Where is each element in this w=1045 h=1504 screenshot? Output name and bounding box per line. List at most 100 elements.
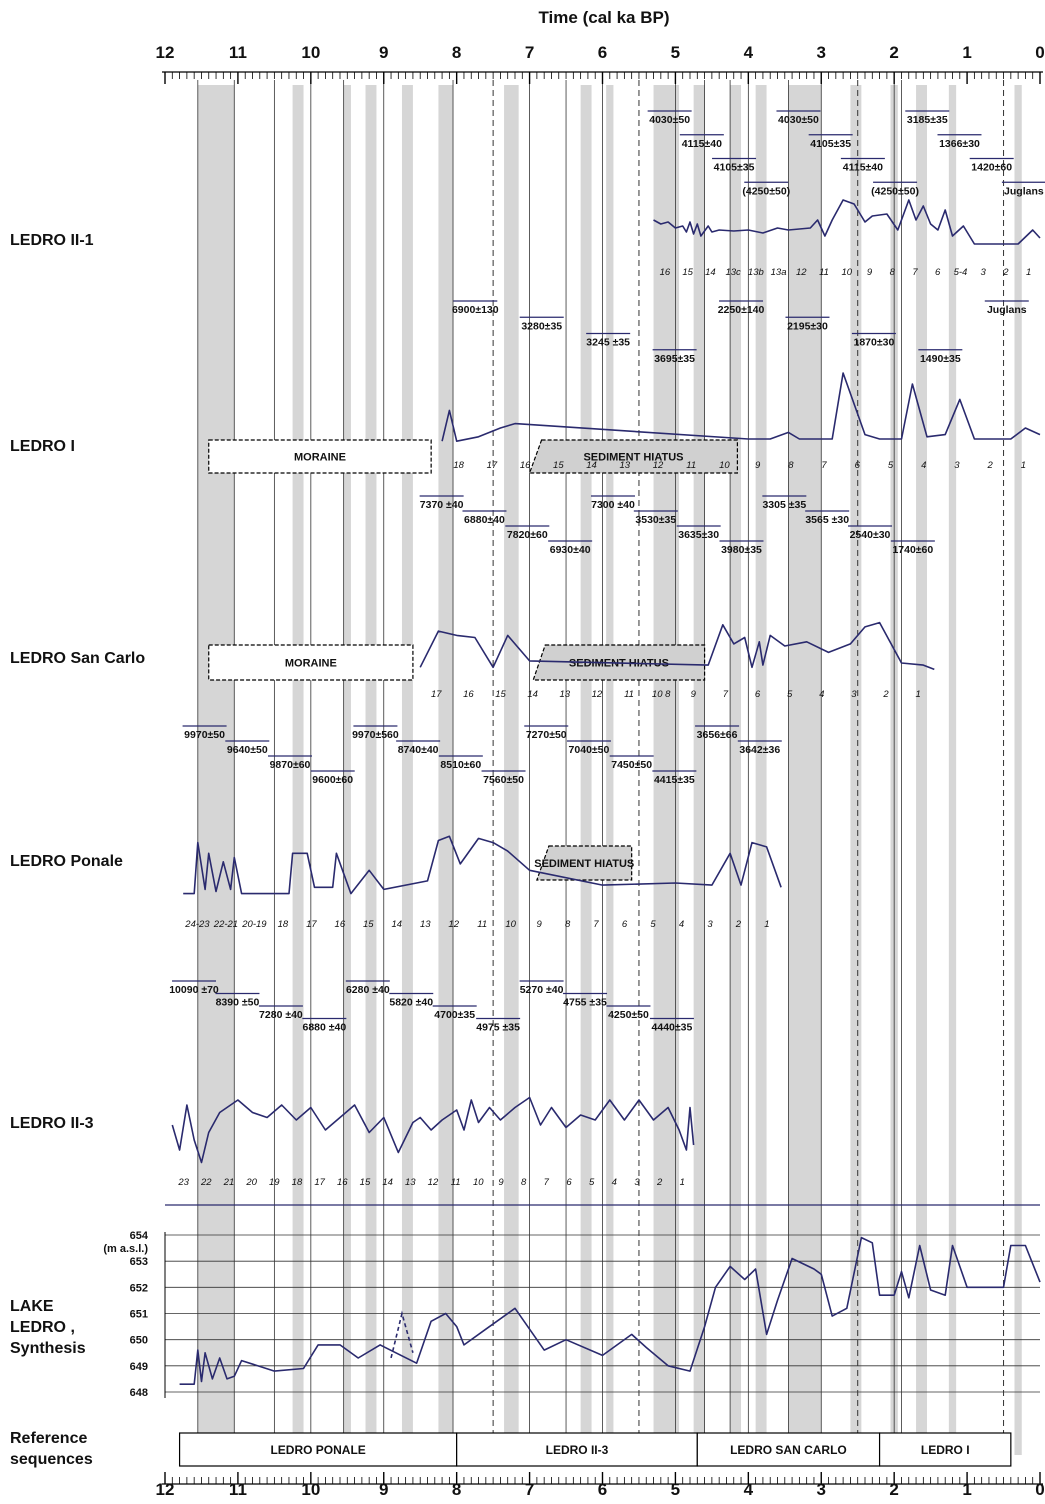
reference-box-2 <box>696 1432 881 1467</box>
zone-2-1: 16 <box>463 689 474 700</box>
date-label-0-1: 4115±40 <box>682 138 722 150</box>
zone-1-0: 18 <box>453 460 464 471</box>
reference-text-3: LEDRO I <box>921 1443 970 1457</box>
time-axes: 12 11 10 9 8 7 6 5 4 3 2 1 012 11 10 9 8 7 6 5 4 3 2 1 0 <box>156 43 1045 1499</box>
reference-text-2: LEDRO SAN CARLO <box>730 1443 847 1457</box>
top-tick-label-10: 10 <box>301 43 320 62</box>
hiatus-box-4 <box>536 845 633 881</box>
radiocarbon-dates: 4030±504115±404105±35(4250±50)4030±50410… <box>169 110 1045 1034</box>
top-tick-label-1: 1 <box>962 43 971 62</box>
zone-1-12: 6 <box>855 460 861 471</box>
date-label-0-9: 1366±30 <box>939 138 980 150</box>
date-label-2-3: 6930±40 <box>550 544 591 556</box>
bottom-tick-label-3: 3 <box>817 1480 826 1499</box>
date-label-1-4: 2250±140 <box>718 304 765 316</box>
date-label-2-5: 3530±35 <box>635 514 676 526</box>
bottom-tick-label-12: 12 <box>156 1480 175 1499</box>
date-label-4-8: 5270 ±40 <box>520 984 564 996</box>
zone-3-11: 10 <box>505 919 516 930</box>
date-label-4-10: 4250±50 <box>608 1009 649 1021</box>
hiatus-label-2: MORAINE <box>285 658 337 670</box>
zone-3-3: 18 <box>278 919 289 930</box>
zone-4-14: 9 <box>498 1177 504 1188</box>
zone-3-18: 3 <box>707 919 713 930</box>
date-label-1-1: 3280±35 <box>521 320 562 332</box>
date-label-2-0: 7370 ±40 <box>420 499 464 511</box>
zone-0-11: 7 <box>912 267 918 278</box>
date-label-2-2: 7820±60 <box>507 529 548 541</box>
bottom-tick-label-2: 2 <box>889 1480 898 1499</box>
date-label-1-7: 1490±35 <box>920 353 961 365</box>
shaded-interval-13 <box>788 85 822 1455</box>
shaded-interval-17 <box>948 85 957 1455</box>
top-tick-label-5: 5 <box>671 43 680 62</box>
date-label-1-0: 6900±130 <box>452 304 499 316</box>
zone-4-22: 1 <box>680 1177 685 1188</box>
zone-0-4: 13b <box>748 267 764 278</box>
zone-3-17: 4 <box>679 919 684 930</box>
zone-3-1: 22-21 <box>213 919 238 930</box>
reference-label-0: Reference <box>10 1430 87 1447</box>
vertical-gridlines <box>197 80 1005 1455</box>
zone-3-10: 11 <box>477 919 487 930</box>
top-tick-label-9: 9 <box>379 43 388 62</box>
reference-text-1: LEDRO II-3 <box>546 1443 609 1457</box>
row-label-0: LEDRO II-1 <box>10 232 94 249</box>
zone-2-3: 14 <box>527 689 538 700</box>
zone-2-9: 7 <box>723 689 729 700</box>
zone-4-13: 10 <box>473 1177 484 1188</box>
synthesis-tick-654: 654 <box>130 1230 149 1242</box>
zone-0-9: 9 <box>867 267 873 278</box>
hiatus-label-1: SEDIMENT HIATUS <box>583 452 683 464</box>
zone-2-4: 13 <box>559 689 570 700</box>
shaded-interval-9 <box>653 85 680 1455</box>
zone-0-16: 1 <box>1026 267 1031 278</box>
shaded-interval-2 <box>343 85 351 1455</box>
zone-numbers: 16 15 14 13c 13b 13a 12 11 10 9 8 7 6 5-4 3 2 118 17 16 15 1… <box>177 267 1031 1188</box>
zone-1-5: 13 <box>619 460 630 471</box>
zone-4-5: 18 <box>292 1177 303 1188</box>
series-line-4 <box>171 1096 695 1164</box>
series-line-2 <box>419 621 935 671</box>
date-label-3-12: 3656±66 <box>697 729 738 741</box>
zone-0-10: 8 <box>890 267 896 278</box>
zone-4-9: 14 <box>382 1177 393 1188</box>
row-label-2: LEDRO San Carlo <box>10 650 145 667</box>
shaded-interval-0 <box>197 85 235 1455</box>
date-label-1-6: 1870±30 <box>854 337 895 349</box>
synthesis-label-1: LEDRO , <box>10 1319 75 1336</box>
hiatus-box-2 <box>208 644 414 681</box>
zone-3-2: 20-19 <box>241 919 267 930</box>
date-label-2-4: 7300 ±40 <box>591 499 635 511</box>
date-label-4-4: 6280 ±40 <box>346 984 390 996</box>
top-tick-label-0: 0 <box>1035 43 1044 62</box>
zone-4-11: 12 <box>428 1177 439 1188</box>
zone-0-12: 6 <box>935 267 941 278</box>
shaded-interval-4 <box>401 85 413 1455</box>
zone-2-10: 6 <box>755 689 761 700</box>
shaded-interval-6 <box>504 85 519 1455</box>
bottom-tick-label-1: 1 <box>962 1480 971 1499</box>
series-lines <box>171 199 1041 1164</box>
top-tick-label-4: 4 <box>744 43 754 62</box>
shaded-interval-3 <box>365 85 377 1455</box>
zone-0-3: 13c <box>725 267 741 278</box>
date-label-2-8: 3305 ±35 <box>762 499 806 511</box>
zone-3-20: 1 <box>764 919 769 930</box>
zone-4-7: 16 <box>337 1177 348 1188</box>
zone-4-0: 23 <box>177 1177 189 1188</box>
zone-2-13: 3 <box>851 689 857 700</box>
reference-box-3 <box>878 1432 1012 1467</box>
zone-3-19: 2 <box>735 919 742 930</box>
date-label-0-10: 1420±60 <box>971 162 1012 174</box>
bottom-tick-label-8: 8 <box>452 1480 461 1499</box>
zone-3-14: 7 <box>593 919 599 930</box>
date-label-3-4: 9970±560 <box>352 729 399 741</box>
zone-2-7: 10 8 <box>652 689 671 700</box>
synthesis-line <box>179 1236 1041 1385</box>
date-label-2-9: 3565 ±30 <box>805 514 849 526</box>
synthesis-label-0: LAKE <box>10 1298 54 1315</box>
reference-text-0: LEDRO PONALE <box>270 1443 365 1457</box>
zone-1-2: 16 <box>520 460 531 471</box>
zone-3-12: 9 <box>536 919 542 930</box>
